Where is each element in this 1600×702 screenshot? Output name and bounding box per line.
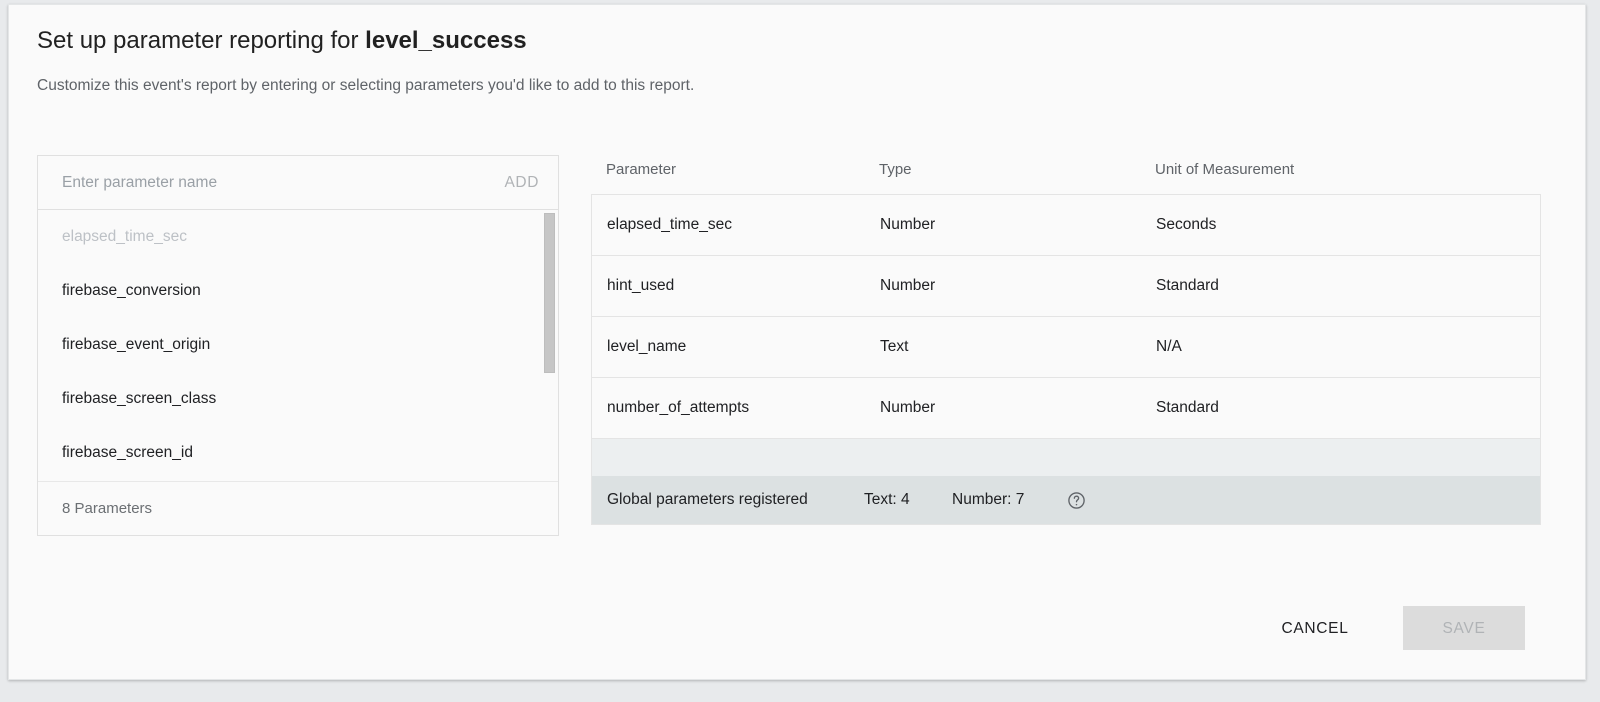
table-row[interactable]: elapsed_time_sec Number Seconds (592, 195, 1540, 256)
list-item[interactable]: firebase_conversion (62, 282, 201, 299)
cell-unit: N/A (1156, 338, 1182, 355)
cell-type: Text (880, 338, 909, 355)
page-title-event-name: level_success (365, 27, 527, 54)
page-title-prefix: Set up parameter reporting for (37, 27, 366, 54)
cell-parameter: number_of_attempts (607, 399, 750, 416)
cell-unit: Standard (1156, 277, 1219, 294)
parameter-list-container: elapsed_time_sec firebase_conversion fir… (38, 210, 558, 482)
help-circle-icon[interactable] (1067, 491, 1086, 510)
scrollbar-thumb[interactable] (544, 213, 555, 373)
cell-type: Number (880, 216, 936, 233)
table-row[interactable]: hint_used Number Standard (592, 256, 1540, 317)
parameter-input-row: ADD (38, 156, 558, 210)
cell-parameter: elapsed_time_sec (607, 216, 732, 233)
parameter-list-scrollbar[interactable] (544, 211, 555, 479)
setup-parameter-dialog: Set up parameter reporting for level_suc… (8, 4, 1586, 680)
column-header-type: Type (879, 161, 912, 178)
parameter-count-label: 8 Parameters (62, 500, 153, 517)
cell-unit: Standard (1156, 399, 1219, 416)
global-parameters-summary-bar: Global parameters registered Text: 4 Num… (592, 476, 1540, 524)
cell-unit: Seconds (1156, 216, 1217, 233)
table-column-headers: Parameter Type Unit of Measurement (599, 161, 1541, 185)
column-header-parameter: Parameter (606, 161, 677, 178)
parameter-list: elapsed_time_sec firebase_conversion fir… (38, 210, 558, 481)
selected-parameters-table: elapsed_time_sec Number Seconds hint_use… (591, 194, 1541, 525)
cell-type: Number (880, 399, 936, 416)
parameter-name-input[interactable] (62, 173, 505, 192)
cancel-button[interactable]: CANCEL (1255, 606, 1375, 650)
table-empty-row (592, 439, 1540, 476)
list-item[interactable]: firebase_event_origin (62, 336, 211, 353)
cell-parameter: hint_used (607, 277, 675, 294)
list-item[interactable]: firebase_screen_class (62, 390, 217, 407)
cell-parameter: level_name (607, 338, 687, 355)
column-header-unit: Unit of Measurement (1155, 161, 1295, 178)
parameter-picker-panel: ADD elapsed_time_sec firebase_conversion… (37, 155, 559, 536)
cell-type: Number (880, 277, 936, 294)
summary-text-count: Text: 4 (864, 491, 910, 508)
list-item[interactable]: firebase_screen_id (62, 444, 193, 461)
table-row[interactable]: number_of_attempts Number Standard (592, 378, 1540, 439)
page-subtitle: Customize this event's report by enterin… (37, 77, 695, 94)
save-button[interactable]: SAVE (1403, 606, 1525, 650)
summary-label: Global parameters registered (607, 491, 808, 508)
add-parameter-button[interactable]: ADD (504, 173, 539, 191)
list-item: elapsed_time_sec (62, 228, 187, 245)
summary-number-count: Number: 7 (952, 491, 1025, 508)
table-row[interactable]: level_name Text N/A (592, 317, 1540, 378)
page-title: Set up parameter reporting for level_suc… (37, 27, 527, 55)
